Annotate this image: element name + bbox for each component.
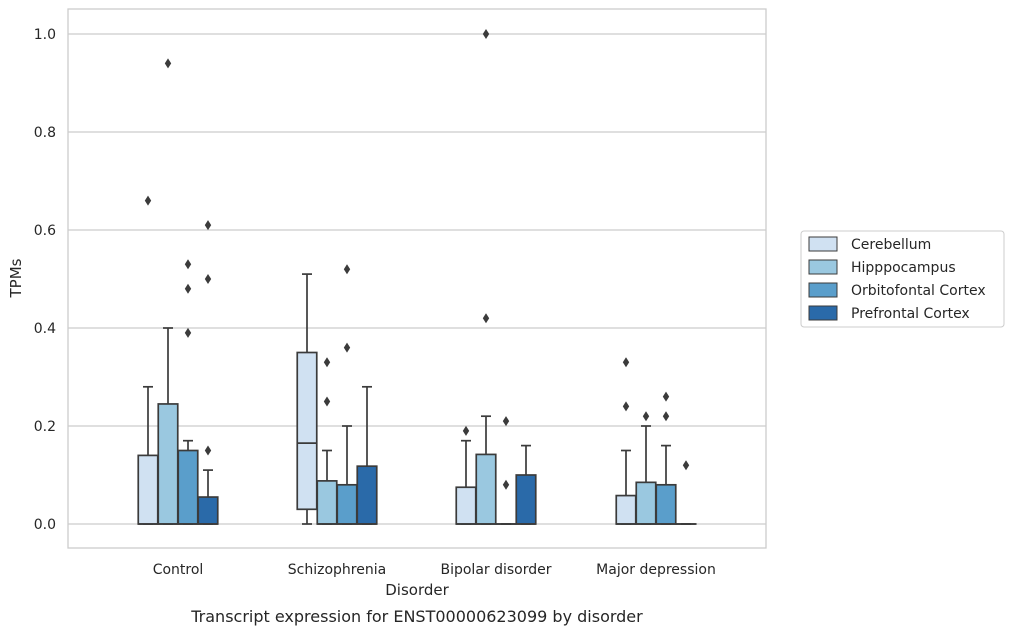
outlier-point <box>502 416 510 427</box>
box-orbitofontal-cortex-1 <box>336 264 358 525</box>
y-axis-label: TPMs <box>7 258 25 298</box>
outlier-point <box>204 220 212 231</box>
outlier-point <box>323 396 331 407</box>
box-body <box>197 496 219 525</box>
legend-swatch <box>808 259 838 275</box>
x-tick-label: Control <box>153 562 204 578</box>
box-prefrontal-cortex-0 <box>197 220 219 525</box>
box-body <box>515 474 537 525</box>
box-orbitofontal-cortex-0 <box>177 259 199 525</box>
outlier-point <box>622 357 630 368</box>
outlier-point <box>144 195 152 206</box>
chart-caption: Transcript expression for ENST0000062309… <box>190 607 643 626</box>
plot-frame <box>67 8 767 549</box>
x-tick-label: Schizophrenia <box>288 562 386 578</box>
box-body <box>177 449 199 525</box>
y-tick-label: 0.4 <box>34 321 56 337</box>
y-tick-label: 0.0 <box>34 517 56 533</box>
box-cerebellum-0 <box>137 195 159 525</box>
legend: Cerebellum Hipppocampus Orbitofontal Corte… <box>800 230 1005 328</box>
box-body <box>615 494 637 525</box>
box-hipppocampus-2 <box>475 29 497 525</box>
ticks-layer: 0.0 0.2 0.4 0.6 0.8 1.0 Control Schizophrenia Bi… <box>34 27 716 578</box>
outlier-point <box>184 327 192 338</box>
x-tick-label: Bipolar disorder <box>440 562 551 578</box>
box-cerebellum-2 <box>455 425 477 525</box>
box-body <box>356 465 378 525</box>
box-hipppocampus-3 <box>635 411 657 525</box>
legend-frame <box>800 230 1005 328</box>
legend-label: Prefrontal Cortex <box>851 306 970 322</box>
legend-swatch <box>808 236 838 252</box>
outlier-point <box>343 264 351 275</box>
outlier-point <box>482 313 490 324</box>
x-axis-label: Disorder <box>385 581 449 599</box>
y-tick-label: 0.2 <box>34 419 56 435</box>
y-tick-label: 0.8 <box>34 125 56 141</box>
box-prefrontal-cortex-2 <box>515 444 537 525</box>
box-prefrontal-cortex-3 <box>675 460 697 525</box>
outlier-point <box>204 274 212 284</box>
outlier-point <box>502 479 510 490</box>
box-body <box>316 480 338 525</box>
legend-label: Hipppocampus <box>851 260 956 276</box>
legend-label: Cerebellum <box>851 237 931 253</box>
box-cerebellum-1 <box>296 273 318 525</box>
y-tick-label: 0.6 <box>34 223 56 239</box>
outlier-point <box>662 411 670 422</box>
box-body <box>137 454 159 525</box>
box-orbitofontal-cortex-3 <box>655 391 677 525</box>
outlier-point <box>622 401 630 412</box>
x-tick-label: Major depression <box>596 562 716 578</box>
outlier-point <box>642 411 650 422</box>
box-body <box>336 483 358 525</box>
outlier-point <box>662 391 670 402</box>
outlier-point <box>184 283 192 294</box>
boxes-layer <box>137 29 697 525</box>
outlier-point <box>343 342 351 353</box>
box-body <box>655 483 677 525</box>
outlier-point <box>204 445 212 456</box>
box-cerebellum-3 <box>615 357 637 525</box>
outlier-point <box>482 29 490 39</box>
outlier-point <box>184 259 192 270</box>
box-body <box>296 351 318 511</box>
box-body <box>475 453 497 525</box>
outlier-point <box>462 425 470 436</box>
box-prefrontal-cortex-1 <box>356 385 378 525</box>
box-body <box>157 403 179 525</box>
outlier-point <box>323 357 331 368</box>
legend-swatch <box>808 305 838 321</box>
legend-label: Orbitofontal Cortex <box>851 283 986 299</box>
outlier-point <box>164 58 172 69</box>
box-hipppocampus-1 <box>316 357 338 525</box>
box-orbitofontal-cortex-2 <box>495 416 517 525</box>
box-hipppocampus-0 <box>157 58 179 525</box>
legend-swatch <box>808 282 838 298</box>
box-body <box>455 486 477 525</box>
box-body <box>635 481 657 525</box>
y-tick-label: 1.0 <box>34 27 56 43</box>
outlier-point <box>682 460 690 471</box>
